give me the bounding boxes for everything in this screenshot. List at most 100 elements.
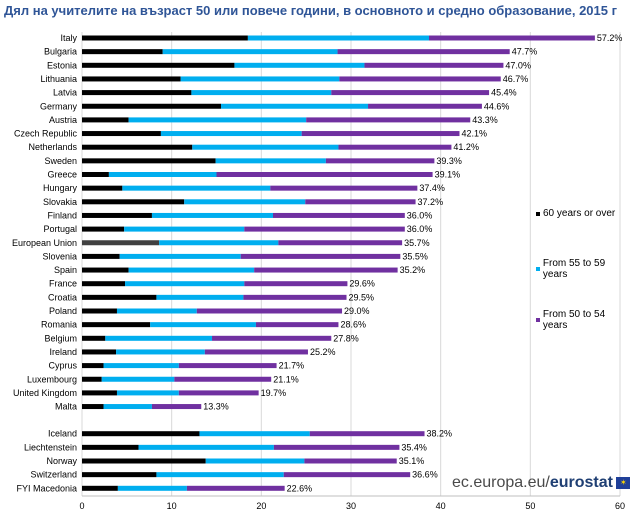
total-label: 21.7% — [279, 361, 305, 371]
bar-segment — [82, 131, 161, 137]
bar-segment — [82, 240, 160, 246]
bar-segment — [212, 335, 332, 341]
bar-segment — [82, 458, 206, 464]
bar-segment — [117, 485, 187, 491]
category-label: Netherlands — [28, 142, 77, 152]
bar-segment — [191, 90, 332, 96]
category-label: Greece — [47, 170, 77, 180]
total-label: 29.0% — [344, 306, 370, 316]
bar-segment — [82, 308, 117, 314]
category-label: Austria — [49, 115, 77, 125]
legend-item-60-plus: 60 years or over — [536, 208, 615, 219]
chart-title: Дял на учителите на възраст 50 или повеч… — [4, 3, 618, 18]
total-label: 41.2% — [453, 142, 479, 152]
bar-segment — [283, 472, 411, 478]
bar-segment — [234, 62, 365, 68]
bar-segment — [204, 349, 308, 355]
bar-segment — [247, 35, 430, 41]
total-label: 35.4% — [401, 442, 427, 452]
bar-segment — [192, 144, 339, 150]
bar-segment — [122, 185, 271, 191]
total-label: 13.3% — [203, 402, 229, 412]
bar-segment — [116, 390, 179, 396]
bar-segment — [82, 444, 139, 450]
category-label: FYI Macedonia — [16, 483, 77, 493]
bar-segment — [82, 322, 151, 328]
total-label: 22.6% — [287, 483, 313, 493]
bar-segment — [255, 322, 339, 328]
category-label: Cyprus — [48, 361, 77, 371]
total-label: 39.1% — [435, 170, 461, 180]
x-tick-label-6: 60 — [615, 501, 625, 511]
bar-segment — [331, 90, 490, 96]
total-label: 29.5% — [349, 292, 375, 302]
bar-segment — [338, 144, 452, 150]
total-label: 29.6% — [349, 279, 375, 289]
category-label: Latvia — [53, 88, 77, 98]
category-label: United Kingdom — [13, 388, 77, 398]
bar-segment — [82, 76, 181, 82]
total-label: 25.2% — [310, 347, 336, 357]
total-label: 47.7% — [512, 47, 538, 57]
total-label: 38.2% — [427, 429, 453, 439]
bar-segment — [82, 158, 216, 164]
legend-label-50-54: From 50 to 54 years — [542, 309, 606, 331]
total-label: 36.0% — [407, 224, 433, 234]
category-label: France — [49, 279, 77, 289]
category-label: Iceland — [48, 429, 77, 439]
category-label: Spain — [54, 265, 77, 275]
total-label: 35.7% — [404, 238, 430, 248]
bar-segment — [82, 212, 152, 218]
bar-segment — [103, 363, 179, 369]
bar-segment — [82, 431, 200, 437]
x-tick-label-0: 0 — [79, 501, 84, 511]
bar-segment — [82, 349, 117, 355]
category-label: Bulgaria — [44, 47, 77, 57]
bar-segment — [278, 240, 403, 246]
category-label: Malta — [55, 402, 77, 412]
bar-segment — [116, 308, 197, 314]
bar-segment — [216, 172, 433, 177]
total-label: 19.7% — [261, 388, 287, 398]
bar-segment — [82, 226, 125, 232]
bar-segment — [306, 117, 471, 123]
legend-item-50-54: From 50 to 54 years — [536, 309, 630, 331]
legend-label-55-59: From 55 to 59 years — [542, 258, 606, 280]
category-label: Estonia — [47, 60, 77, 70]
total-label: 37.2% — [418, 197, 444, 207]
total-label: 36.6% — [412, 470, 438, 480]
x-tick-label-4: 40 — [436, 501, 446, 511]
bar-segment — [160, 131, 302, 137]
bar-segment — [364, 62, 504, 68]
bar-segment — [178, 363, 277, 369]
category-label: Slovakia — [43, 197, 77, 207]
bar-segment — [429, 35, 595, 41]
total-label: 21.1% — [273, 374, 299, 384]
bar-segment — [196, 308, 343, 314]
bar-segment — [178, 390, 259, 396]
bar-segment — [82, 117, 129, 123]
category-label: Poland — [49, 306, 77, 316]
bar-segment — [174, 376, 272, 382]
total-label: 36.0% — [407, 210, 433, 220]
bar-segment — [272, 212, 405, 218]
bar-segment — [82, 281, 126, 287]
total-label: 47.0% — [505, 60, 531, 70]
bar-segment — [184, 199, 306, 205]
bar-segment — [244, 226, 405, 232]
bar-segment — [186, 485, 285, 491]
bar-segment — [101, 376, 175, 382]
x-tick-label-2: 20 — [256, 501, 266, 511]
category-label: Finland — [47, 210, 77, 220]
bar-segment — [128, 117, 307, 123]
bar-segment — [337, 49, 510, 55]
source-url: ec.europa.eu/ — [452, 474, 550, 491]
legend-swatch-50-54 — [536, 318, 540, 322]
bar-segment — [82, 335, 106, 341]
bar-segment — [124, 226, 245, 232]
x-tick-label-5: 50 — [525, 501, 535, 511]
total-label: 35.5% — [402, 251, 428, 261]
bar-segment — [103, 404, 152, 410]
legend-swatch-60-plus — [536, 211, 540, 216]
bar-segment — [82, 390, 117, 396]
